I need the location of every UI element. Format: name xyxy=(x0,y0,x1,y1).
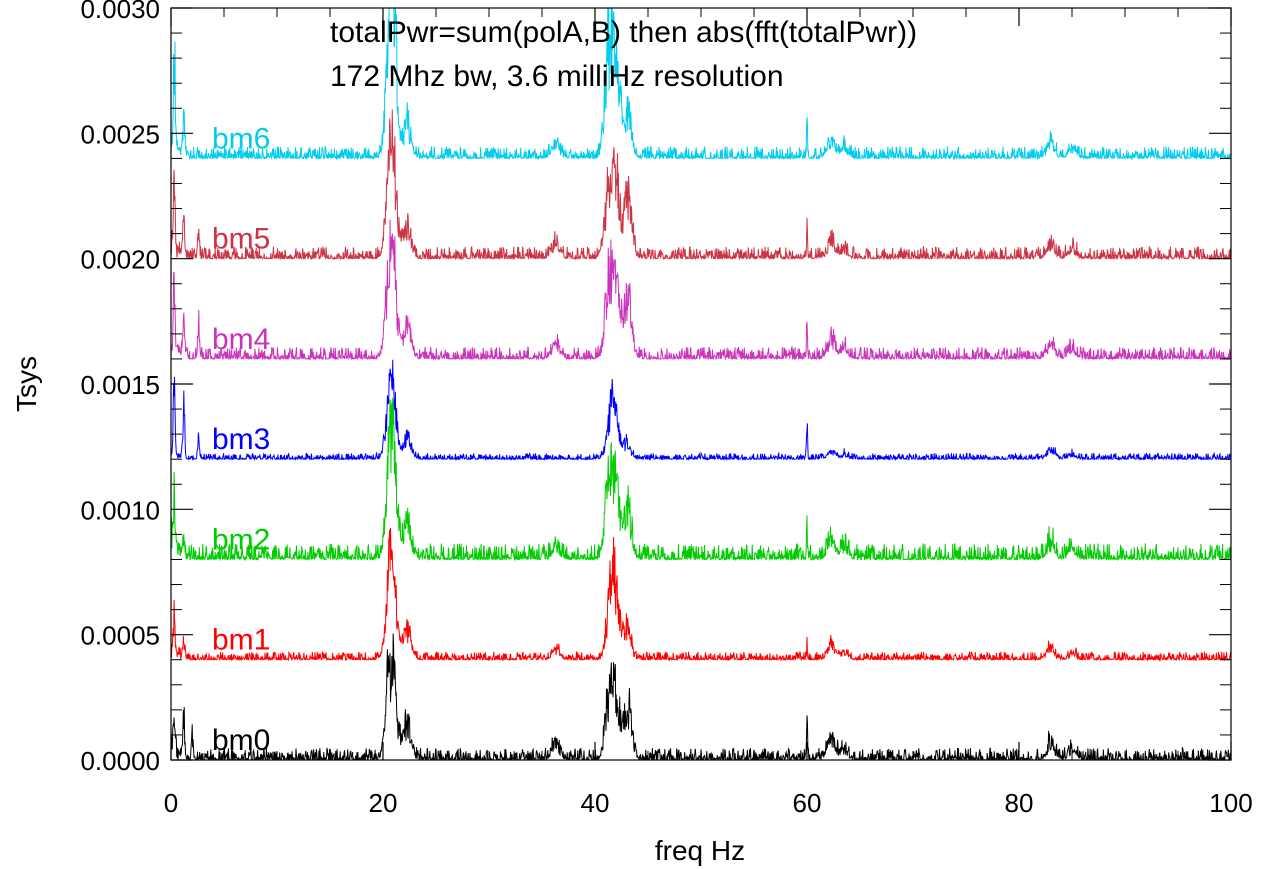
series-line-bm3 xyxy=(171,359,1231,462)
series-line-bm0 xyxy=(171,633,1231,760)
y-tick-label: 0.0015 xyxy=(80,370,160,400)
x-tick-label: 20 xyxy=(369,788,398,818)
y-tick-label: 0.0030 xyxy=(80,0,160,24)
series-line-bm1 xyxy=(171,527,1231,662)
series-label-bm5: bm5 xyxy=(212,223,270,256)
series-line-bm4 xyxy=(171,219,1231,361)
series-label-bm0: bm0 xyxy=(212,724,270,757)
chart-title-line-1: totalPwr=sum(polA,B) then abs(fft(totalP… xyxy=(330,16,917,49)
y-tick-label: 0.0025 xyxy=(80,119,160,149)
series-label-bm4: bm4 xyxy=(212,323,270,356)
series-layer xyxy=(171,8,1231,760)
series-labels: bm0 bm1 bm2 bm3 bm4 bm5 bm6 xyxy=(212,122,270,757)
y-tick-label: 0.0005 xyxy=(80,621,160,651)
chart-title-line-2: 172 Mhz bw, 3.6 milliHz resolution xyxy=(330,60,784,93)
series-line-bm2 xyxy=(171,397,1231,562)
y-tick-label: 0.0010 xyxy=(80,495,160,525)
y-tick-label: 0.0020 xyxy=(80,245,160,275)
x-tick-label: 60 xyxy=(793,788,822,818)
axes: 0 20 40 60 80 100 0.0000 0.0005 0.0010 0.0015 0.00… xyxy=(80,0,1252,818)
y-tick-label: 0.0000 xyxy=(80,746,160,776)
series-line-bm5 xyxy=(171,109,1231,261)
series-label-bm2: bm2 xyxy=(212,523,270,556)
x-tick-label: 0 xyxy=(164,788,178,818)
x-tick-label: 80 xyxy=(1005,788,1034,818)
series-label-bm3: bm3 xyxy=(212,423,270,456)
series-label-bm1: bm1 xyxy=(212,624,270,657)
x-axis-label: freq Hz xyxy=(655,835,745,866)
x-tick-label: 100 xyxy=(1209,788,1252,818)
series-line-bm6 xyxy=(171,8,1231,161)
y-axis-label: Tsys xyxy=(11,356,42,412)
series-label-bm6: bm6 xyxy=(212,122,270,155)
x-tick-label: 40 xyxy=(581,788,610,818)
